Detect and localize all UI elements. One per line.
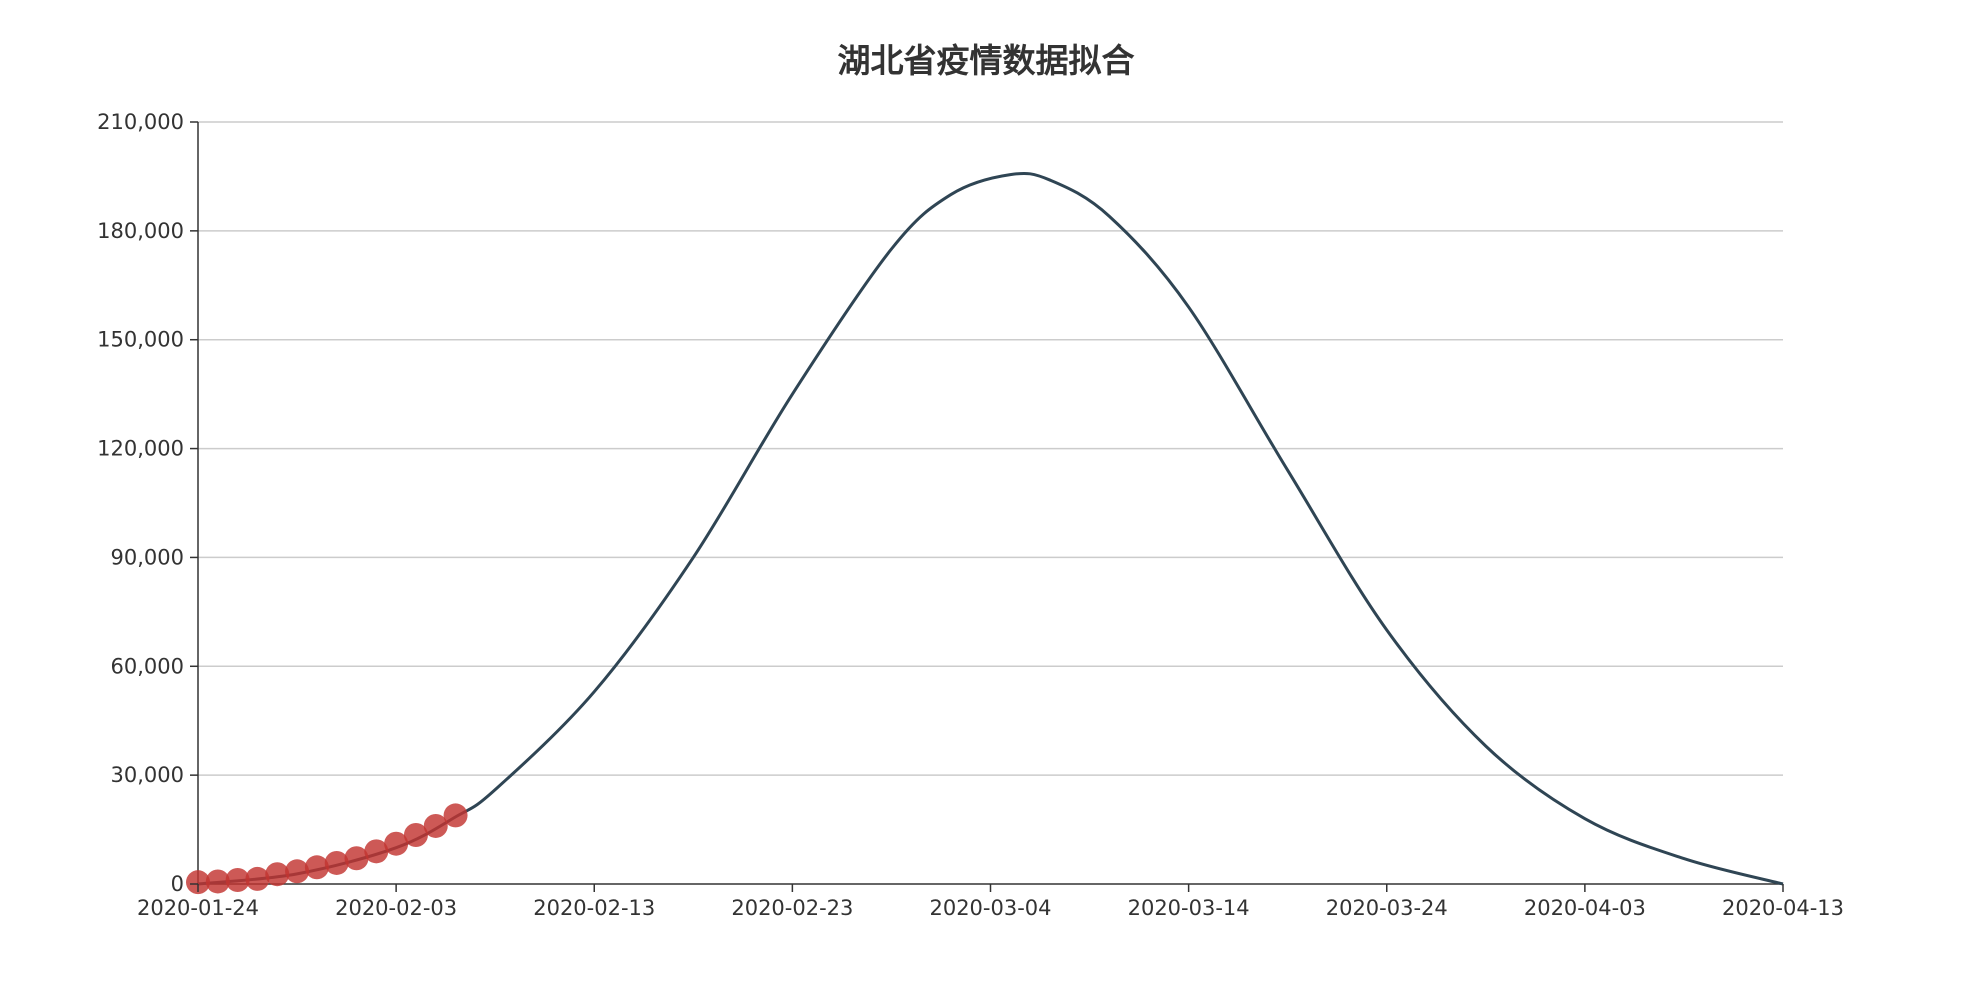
data-point — [344, 846, 369, 871]
tick-layer: 0 30,000 60,000 90,000 120,000 150,000 180,000… — [97, 110, 1844, 920]
x-tick-label: 2020-02-23 — [731, 896, 853, 920]
series-layer — [186, 171, 1784, 895]
x-tick-label: 2020-04-03 — [1524, 896, 1646, 920]
axis-layer — [197, 122, 1783, 885]
grid-layer — [198, 121, 1783, 776]
x-tick-label: 2020-02-03 — [335, 896, 457, 920]
fit-curve-line — [197, 171, 1784, 886]
x-tick-label: 2020-03-04 — [929, 896, 1051, 920]
x-tick-label: 2020-01-24 — [137, 896, 259, 920]
x-tick-label: 2020-03-24 — [1326, 896, 1448, 920]
data-point — [384, 831, 409, 856]
data-point — [403, 823, 428, 848]
data-point — [265, 862, 290, 887]
data-point — [205, 869, 230, 894]
data-point — [245, 866, 270, 891]
data-point — [324, 850, 349, 875]
x-tick-label: 2020-02-13 — [533, 896, 655, 920]
y-tick-label: 0 — [171, 872, 184, 896]
data-point — [423, 813, 448, 838]
y-tick-label: 90,000 — [111, 545, 184, 569]
y-tick-label: 60,000 — [111, 654, 184, 678]
y-tick-label: 180,000 — [97, 219, 184, 243]
y-tick-label: 150,000 — [97, 328, 184, 352]
y-tick-label: 30,000 — [111, 763, 184, 787]
data-point — [304, 855, 329, 880]
data-point — [186, 870, 210, 895]
y-tick-label: 120,000 — [97, 437, 184, 461]
data-point — [225, 868, 250, 893]
x-tick-label: 2020-04-13 — [1722, 896, 1844, 920]
x-tick-label: 2020-03-14 — [1128, 896, 1250, 920]
data-point — [285, 859, 310, 884]
y-tick-label: 210,000 — [97, 110, 184, 134]
data-point — [443, 803, 468, 828]
data-point — [364, 839, 389, 864]
chart-title: 湖北省疫情数据拟合 — [838, 41, 1135, 80]
